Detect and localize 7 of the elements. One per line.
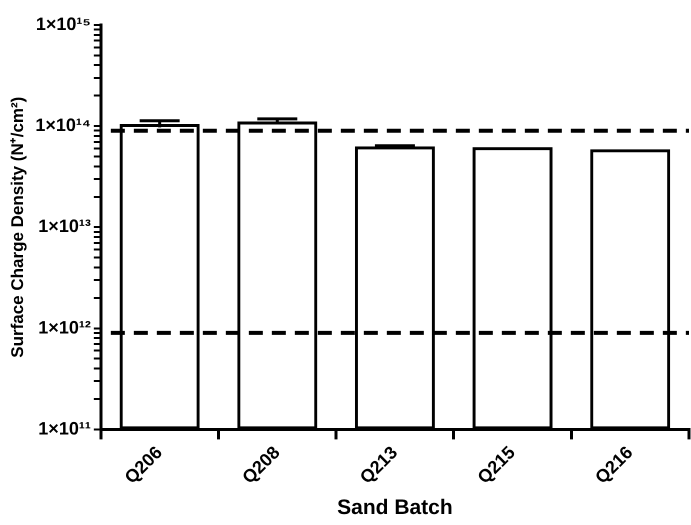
y-tick-label: 1×10¹⁵ bbox=[36, 14, 91, 34]
y-axis-title: Surface Charge Density (N⁺/cm²) bbox=[8, 96, 27, 358]
y-tick-label: 1×10¹¹ bbox=[38, 418, 91, 438]
y-tick-label: 1×10¹² bbox=[38, 317, 91, 338]
y-tick-label: 1×10¹⁴ bbox=[35, 115, 91, 136]
y-tick-label: 1×10¹³ bbox=[38, 216, 91, 236]
x-axis-title: Sand Batch bbox=[337, 496, 453, 520]
